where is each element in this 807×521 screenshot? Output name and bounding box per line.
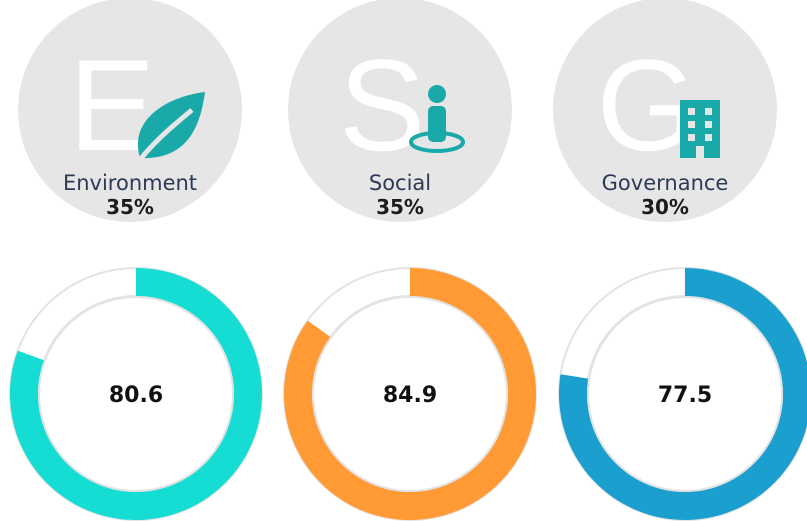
gauge-score: 80.6 [109,383,163,408]
gauge-score: 84.9 [383,383,437,408]
pillar-letter: S [339,32,426,178]
gauge-center [312,296,508,492]
pillar-name: Social [369,171,431,195]
person-head [428,85,446,103]
pillar-weight: 35% [106,195,154,219]
pillar-weight: 35% [376,195,424,219]
gauge-center [38,296,234,492]
leaf-vein [129,108,194,172]
gauge-center [587,296,783,492]
pillar-circle [553,0,777,222]
building-windows [688,108,712,158]
pillar-name: Governance [602,171,729,195]
person-body [428,106,446,142]
gauge-score: 77.5 [658,383,712,408]
pillar-name: Environment [63,171,197,195]
pillar-circle [18,0,242,222]
icons [129,85,720,172]
pillar-circle [288,0,512,222]
pillar-weight: 30% [641,195,689,219]
